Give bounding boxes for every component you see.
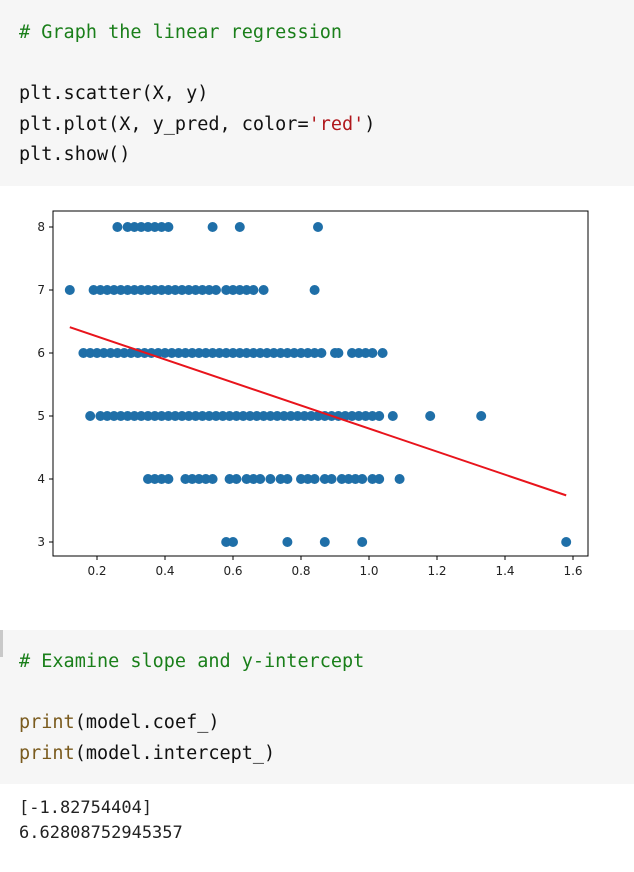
code-line-scatter: plt.scatter(X, y) <box>19 83 209 104</box>
scatter-chart: 0.2 0.4 0.6 0.8 1.0 1.2 1.4 1.6 3 4 5 6 7 8 <box>37 210 589 578</box>
x-tick-label: 1.0 <box>359 564 378 578</box>
scatter-point <box>258 285 269 295</box>
scatter-point <box>282 537 293 547</box>
x-tick-label: 1.2 <box>427 564 446 578</box>
output-intercept: 6.62808752945357 <box>19 823 183 843</box>
scatter-point <box>425 411 436 421</box>
scatter-point <box>248 285 259 295</box>
scatter-point <box>282 474 293 484</box>
plot-frame <box>52 210 589 557</box>
y-tick-label: 4 <box>37 472 45 486</box>
scatter-point <box>231 474 242 484</box>
y-tick-label: 5 <box>37 409 45 423</box>
scatter-point <box>319 537 330 547</box>
scatter-point <box>357 474 368 484</box>
code-line-print-coef: print(model.coef_) <box>19 712 220 733</box>
scatter-point <box>112 222 123 232</box>
scatter-point <box>255 474 266 484</box>
code-line-show: plt.show() <box>19 144 131 165</box>
x-tick-label: 0.6 <box>223 564 242 578</box>
y-tick-label: 8 <box>37 220 45 234</box>
scatter-point <box>207 222 218 232</box>
regression-line <box>69 326 567 497</box>
scatter-point <box>309 285 320 295</box>
scatter-point <box>367 348 378 358</box>
scatter-point <box>326 474 337 484</box>
scatter-point <box>309 474 320 484</box>
scatter-point <box>476 411 487 421</box>
x-tick-label: 1.6 <box>563 564 582 578</box>
plot-output: 0.2 0.4 0.6 0.8 1.0 1.2 1.4 1.6 3 4 5 6 7 8 <box>0 196 634 600</box>
code-cell-plot[interactable]: # Graph the linear regression plt.scatter… <box>0 0 634 186</box>
code-comment: # Graph the linear regression <box>19 22 343 43</box>
scatter-point <box>333 348 344 358</box>
cell-output: [-1.82754404] 6.62808752945357 <box>19 796 183 846</box>
scatter-point <box>211 285 221 295</box>
x-tick-label: 0.2 <box>87 564 106 578</box>
scatter-point <box>163 222 174 232</box>
y-tick-label: 7 <box>37 283 45 297</box>
scatter-point <box>316 348 327 358</box>
code-line-plot: plt.plot(X, y_pred, color='red') <box>19 113 376 135</box>
scatter-point <box>377 348 388 358</box>
scatter-point <box>64 285 75 295</box>
scatter-point <box>207 474 218 484</box>
scatter-point <box>374 411 385 421</box>
code-cell-coefficients[interactable]: # Examine slope and y-intercept print(mod… <box>0 630 634 784</box>
x-tick-label: 0.8 <box>291 564 310 578</box>
scatter-point <box>561 537 572 547</box>
scatter-point <box>85 411 96 421</box>
scatter-point <box>357 537 368 547</box>
scatter-point <box>394 474 405 484</box>
scatter-point <box>387 411 398 421</box>
scatter-point <box>234 222 245 232</box>
scatter-point <box>228 537 238 547</box>
code-comment: # Examine slope and y-intercept <box>19 651 365 672</box>
x-tick-label: 0.4 <box>155 564 174 578</box>
y-tick-label: 3 <box>37 535 45 549</box>
code-line-print-intercept: print(model.intercept_) <box>19 742 276 764</box>
x-tick-label: 1.4 <box>495 564 514 578</box>
cell-selection-marker <box>0 630 3 657</box>
output-coef: [-1.82754404] <box>19 798 153 818</box>
y-tick-label: 6 <box>37 346 45 360</box>
scatter-point <box>163 474 174 484</box>
scatter-point <box>265 474 276 484</box>
scatter-point <box>313 222 323 232</box>
scatter-point <box>374 474 385 484</box>
